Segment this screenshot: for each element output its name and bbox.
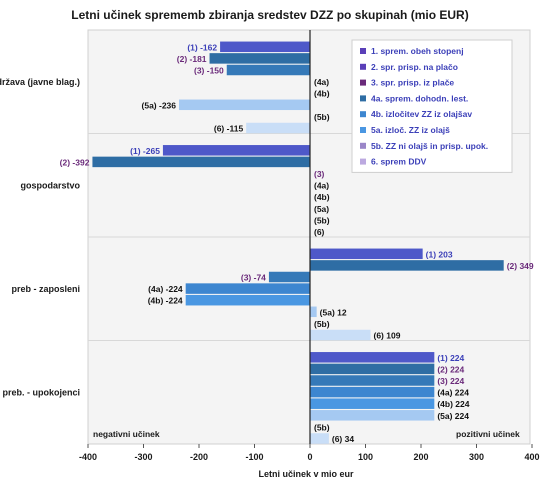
annotation-negative: negativni učinek: [93, 429, 160, 439]
data-label: (4a): [314, 77, 329, 87]
data-label: (3) -74: [241, 273, 266, 283]
bar: [310, 410, 435, 421]
x-tick-label: 400: [524, 452, 539, 462]
bar: [310, 433, 329, 444]
bar: [310, 329, 371, 341]
chart-title: Letni učinek sprememb zbiranja sredstev …: [71, 8, 468, 22]
data-label: (6) 34: [332, 434, 354, 444]
bar: [310, 260, 504, 271]
legend-swatch: [360, 111, 366, 118]
data-label: (5b): [314, 215, 330, 225]
legend-swatch: [360, 79, 366, 86]
legend-swatch: [360, 158, 366, 165]
data-label: (1) -265: [130, 146, 160, 156]
legend-swatch: [360, 63, 366, 70]
category-label: preb - zaposleni: [11, 284, 80, 294]
data-label: (1) -162: [187, 42, 217, 52]
category-label: država (javne blag.): [0, 77, 80, 87]
data-label: (3) -150: [194, 66, 224, 76]
legend-label: 1. sprem. obeh stopenj: [371, 46, 464, 56]
data-label: (2) -181: [177, 54, 207, 64]
bar: [310, 248, 423, 260]
x-tick-label: -100: [245, 452, 263, 462]
legend-label: 4a. sprem. dohodn. lest.: [371, 93, 468, 103]
bar: [246, 122, 310, 134]
data-label: (3): [314, 169, 325, 179]
data-label: (6) 109: [373, 331, 400, 341]
bar: [310, 363, 435, 375]
data-label: (4a) 224: [437, 388, 469, 398]
bar: [209, 53, 310, 64]
data-label: (4b): [314, 192, 330, 202]
data-label: (5b): [314, 319, 330, 329]
bar: [310, 306, 317, 318]
bar: [268, 271, 310, 283]
bar: [310, 375, 435, 386]
x-tick-label: -400: [79, 452, 97, 462]
category-label: preb. - upokojenci: [2, 387, 80, 397]
data-label: (2) 224: [437, 364, 464, 374]
x-tick-label: 100: [358, 452, 373, 462]
data-label: (4b) -224: [148, 296, 183, 306]
data-label: (4b) 224: [437, 399, 469, 409]
data-label: (5a) -236: [142, 100, 177, 110]
category-label: gospodarstvo: [20, 180, 80, 190]
legend-swatch: [360, 127, 366, 133]
data-label: (5a): [314, 204, 329, 214]
x-tick-label: 0: [307, 452, 312, 462]
legend-label: 3. spr. prisp. iz plače: [371, 78, 454, 88]
data-label: (1) 203: [426, 249, 453, 259]
x-tick-label: -200: [190, 452, 208, 462]
data-label: (2) 349: [507, 261, 534, 271]
legend-label: 5b. ZZ ni olajš in prisp. upok.: [371, 141, 488, 151]
data-label: (5b): [314, 112, 330, 122]
data-label: (3) 224: [437, 376, 464, 386]
data-label: (5b): [314, 422, 330, 432]
bar: [310, 352, 435, 363]
legend: [351, 39, 513, 173]
x-axis-label: Letni učinek v mio eur: [258, 469, 354, 479]
data-label: (4a) -224: [148, 284, 183, 294]
x-tick-label: 300: [469, 452, 484, 462]
data-label: (4a): [314, 181, 329, 191]
legend-swatch: [360, 95, 366, 102]
bar: [162, 145, 310, 156]
legend-swatch: [360, 142, 366, 149]
bar: [310, 398, 435, 409]
data-label: (6): [314, 227, 325, 237]
legend-label: 4b. izločitev ZZ iz olajšav: [371, 109, 472, 119]
legend-label: 2. spr. prisp. na plačo: [371, 62, 458, 72]
bar: [185, 294, 310, 306]
bar: [310, 386, 435, 398]
x-tick-label: 200: [413, 452, 428, 462]
bar: [92, 156, 310, 168]
legend-label: 6. sprem DDV: [371, 157, 427, 167]
data-label: (5a) 224: [437, 411, 469, 421]
bar: [226, 64, 310, 76]
annotation-positive: pozitivni učinek: [456, 429, 520, 439]
legend-label: 5a. izloč. ZZ iz olajš: [371, 125, 450, 135]
data-label: (5a) 12: [320, 307, 347, 317]
x-tick-label: -300: [134, 452, 152, 462]
legend-swatch: [360, 48, 366, 54]
bar: [220, 41, 310, 53]
data-label: (1) 224: [437, 353, 464, 363]
data-label: (4b): [314, 89, 330, 99]
bar: [185, 283, 310, 294]
data-label: (6) -115: [214, 124, 244, 134]
data-label: (2) -392: [60, 157, 90, 167]
bar: [179, 99, 310, 111]
